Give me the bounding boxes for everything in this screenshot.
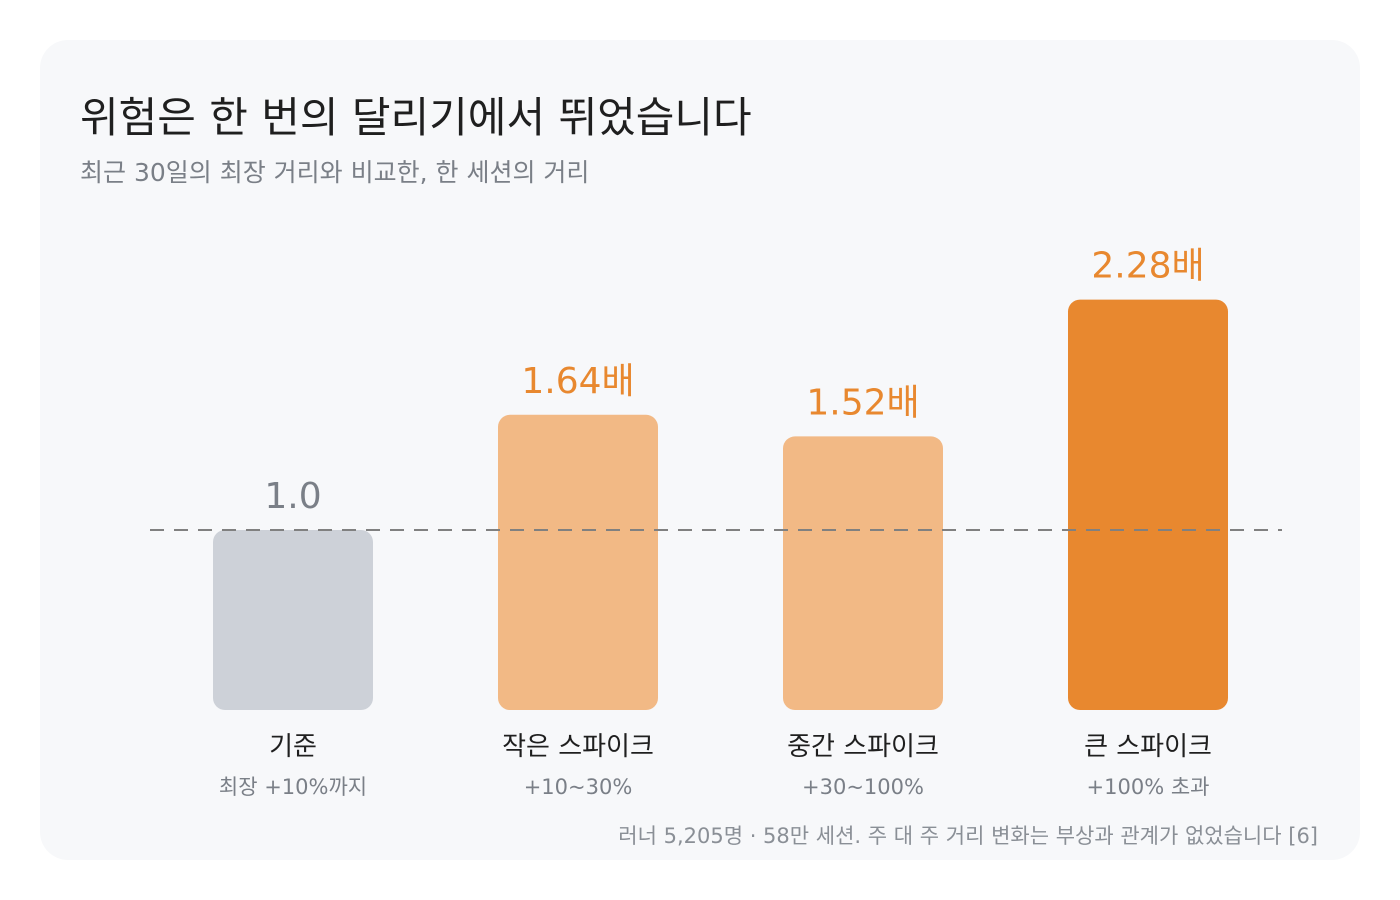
value-label-2: 1.64배	[521, 361, 634, 402]
category-label-4: 큰 스파이크	[1084, 732, 1212, 762]
value-label-1: 1.0	[264, 476, 321, 517]
category-sublabel-2: +10~30%	[524, 775, 633, 799]
value-label-4: 2.28배	[1091, 246, 1204, 287]
bar-2	[498, 414, 658, 710]
bar-1	[213, 530, 373, 710]
bar-3	[783, 436, 943, 710]
chart-title: 위험은 한 번의 달리기에서 뛰었습니다	[80, 93, 752, 142]
chart-subtitle: 최근 30일의 최장 거리와 비교한, 한 세션의 거리	[80, 158, 590, 187]
footnote: 러너 5,205명 · 58만 세션. 주 대 주 거리 변화는 부상과 관계가…	[618, 824, 1318, 848]
category-sublabel-4: +100% 초과	[1087, 775, 1210, 799]
category-label-1: 기준	[269, 732, 317, 762]
category-label-3: 중간 스파이크	[787, 732, 939, 762]
category-sublabel-3: +30~100%	[802, 775, 924, 799]
bar-4	[1068, 299, 1228, 710]
category-label-2: 작은 스파이크	[502, 732, 654, 762]
category-sublabel-1: 최장 +10%까지	[219, 775, 367, 799]
value-label-3: 1.52배	[806, 382, 919, 423]
